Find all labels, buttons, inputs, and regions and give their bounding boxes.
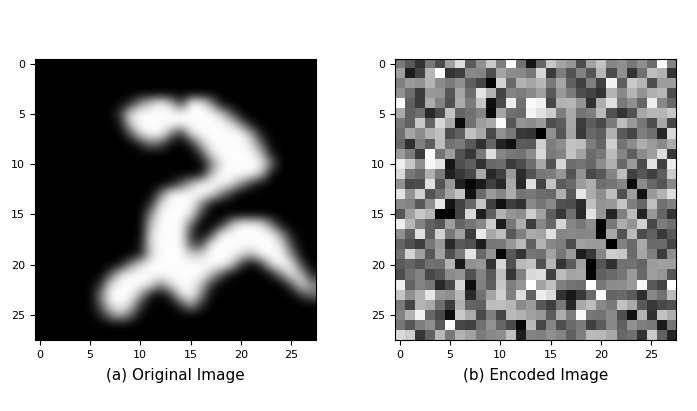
X-axis label: (a) Original Image: (a) Original Image — [106, 368, 245, 383]
X-axis label: (b) Encoded Image: (b) Encoded Image — [463, 368, 608, 383]
